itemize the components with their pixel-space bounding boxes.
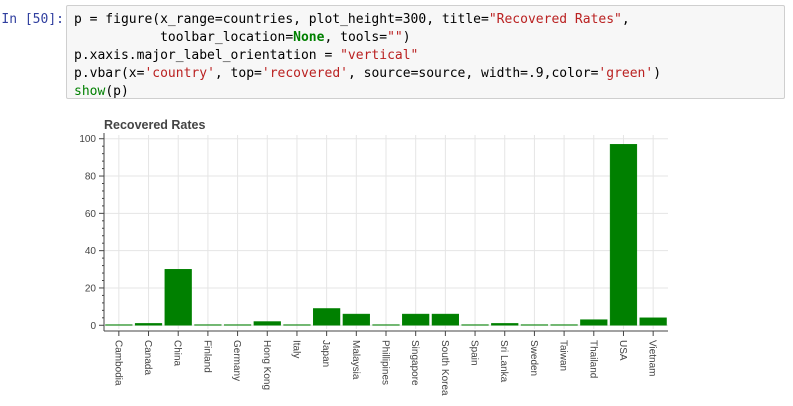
x-tick-label-canada: Canada [142, 340, 153, 375]
bar-cambodia [105, 324, 133, 326]
x-tick-label-hong-kong: Hong Kong [261, 340, 272, 390]
x-tick-label-china: China [172, 340, 183, 367]
bar-finland [194, 324, 222, 326]
x-tick-label-spain: Spain [469, 340, 480, 366]
bar-south-korea [431, 313, 459, 326]
bar-china [164, 269, 192, 326]
bar-malaysia [342, 313, 370, 326]
x-tick-label-taiwan: Taiwan [558, 340, 569, 371]
x-tick-label-italy: Italy [290, 340, 301, 358]
x-tick-label-sweden: Sweden [528, 340, 539, 376]
bar-sweden [520, 324, 549, 326]
x-tick-label-usa: USA [617, 340, 628, 361]
x-tick-label-finland: Finland [201, 340, 212, 373]
bar-singapore [402, 313, 430, 326]
bar-spain [461, 324, 489, 326]
bar-canada [134, 323, 163, 326]
bar-chart: Recovered Rates 0 20 40 60 80 100 Cambodia Canad… [79, 118, 668, 396]
x-tick-label-malaysia: Malaysia [350, 340, 361, 380]
bar-vietnam [639, 317, 667, 326]
bar-italy [283, 324, 311, 326]
x-tick-label-japan: Japan [320, 340, 331, 367]
code-text[interactable]: p = figure(x_range=countries, plot_heigh… [74, 12, 662, 99]
x-tick-label-singapore: Singapore [409, 340, 420, 386]
bar-japan [313, 308, 341, 326]
code-cell-input[interactable]: p = figure(x_range=countries, plot_heigh… [66, 5, 785, 99]
y-tick-label: 100 [79, 134, 96, 145]
x-tick-label-phillipines: Phillipines [380, 340, 391, 385]
cell-output: Recovered Rates 0 20 40 60 80 100 Cambodia Canad… [66, 110, 793, 406]
x-tick-label-germany: Germany [231, 340, 242, 381]
bar-taiwan [550, 324, 578, 326]
bar-sri-lanka [491, 323, 519, 326]
bar-hong-kong [253, 321, 281, 326]
chart-title: Recovered Rates [104, 118, 205, 132]
x-tick-label-vietnam: Vietnam [647, 340, 658, 377]
y-tick-label: 80 [85, 172, 97, 183]
x-tick-label-cambodia: Cambodia [112, 340, 123, 386]
bar-usa [609, 144, 638, 326]
y-tick-label: 60 [85, 209, 97, 220]
cell-prompt: In [50]: [1, 12, 64, 27]
bar-phillipines [372, 324, 400, 326]
bar-thailand [580, 319, 608, 326]
x-tick-label-sri-lanka: Sri Lanka [498, 340, 509, 383]
x-tick-label-thailand: Thailand [587, 340, 598, 378]
y-tick-label: 40 [85, 246, 97, 257]
bar-germany [223, 324, 252, 326]
x-tick-label-south-korea: South Korea [439, 340, 450, 396]
y-tick-label: 0 [90, 321, 96, 332]
y-tick-label: 20 [85, 283, 97, 294]
